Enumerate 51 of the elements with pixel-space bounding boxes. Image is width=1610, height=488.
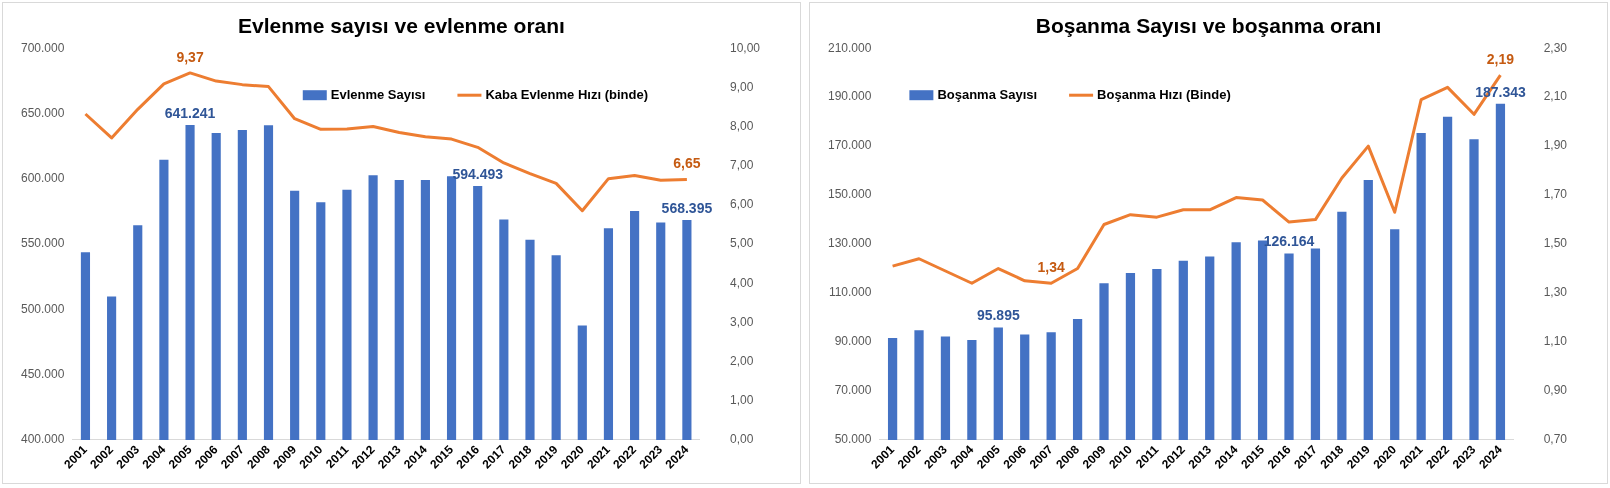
legend-label: Boşanma Hızı (Binde) <box>1097 86 1231 102</box>
chart-title: Boşanma Sayısı ve boşanma oranı <box>1035 14 1382 38</box>
y2-tick-label: 0,90 <box>1543 383 1568 398</box>
y-tick-label: 190.000 <box>827 89 872 104</box>
y2-tick-label: 1,30 <box>1543 285 1568 300</box>
legend-label: Boşanma Sayısı <box>937 86 1038 102</box>
data-label: 6,65 <box>673 155 701 172</box>
y-tick-label: 600.000 <box>20 171 65 186</box>
y2-tick-label: 2,10 <box>1543 89 1568 104</box>
y-tick-label: 110.000 <box>828 285 872 300</box>
legend-label: Evlenme Sayısı <box>330 86 426 102</box>
y2-tick-label: 5,00 <box>729 236 754 251</box>
y-tick-label: 70.000 <box>834 383 872 398</box>
y2-tick-label: 6,00 <box>729 197 754 212</box>
y2-tick-label: 1,90 <box>1543 138 1568 153</box>
y2-tick-label: 0,70 <box>1543 432 1568 447</box>
chart-title: Evlenme sayısı ve evlenme oranı <box>238 14 565 38</box>
y-tick-label: 130.000 <box>827 236 872 251</box>
y-tick-label: 700.000 <box>20 40 65 55</box>
data-label: 1,34 <box>1037 259 1065 276</box>
y-tick-label: 550.000 <box>20 236 65 251</box>
y2-tick-label: 2,00 <box>729 353 754 368</box>
y-tick-label: 170.000 <box>827 138 872 153</box>
y2-tick-label: 0,00 <box>729 432 754 447</box>
y2-tick-label: 4,00 <box>729 275 754 290</box>
y-tick-label: 50.000 <box>834 432 872 447</box>
legend-label: Kaba Evlenme Hızı (binde) <box>485 86 648 102</box>
data-label: 568.395 <box>661 199 713 216</box>
data-label: 594.493 <box>452 165 504 182</box>
y-tick-label: 650.000 <box>20 105 65 120</box>
y-tick-label: 90.000 <box>834 334 872 349</box>
y2-tick-label: 8,00 <box>729 118 754 133</box>
y2-tick-label: 7,00 <box>729 158 754 173</box>
y2-tick-label: 1,70 <box>1543 187 1568 202</box>
y2-tick-label: 10,00 <box>729 40 761 55</box>
y2-tick-label: 3,00 <box>729 314 754 329</box>
y2-tick-label: 9,00 <box>729 79 754 94</box>
y2-tick-label: 2,30 <box>1543 40 1568 55</box>
y2-tick-label: 1,50 <box>1543 236 1568 251</box>
data-label: 641.241 <box>164 104 216 121</box>
y-tick-label: 450.000 <box>20 366 65 381</box>
y-tick-label: 400.000 <box>20 432 65 447</box>
data-label: 126.164 <box>1263 233 1315 250</box>
y2-tick-label: 1,00 <box>729 393 754 408</box>
data-label: 9,37 <box>176 48 204 65</box>
y-tick-label: 210.000 <box>827 40 872 55</box>
y-tick-label: 150.000 <box>827 187 872 202</box>
data-label: 95.895 <box>976 307 1020 324</box>
y2-tick-label: 1,10 <box>1543 334 1568 349</box>
data-label: 2,19 <box>1486 50 1515 67</box>
y-tick-label: 500.000 <box>20 301 65 316</box>
